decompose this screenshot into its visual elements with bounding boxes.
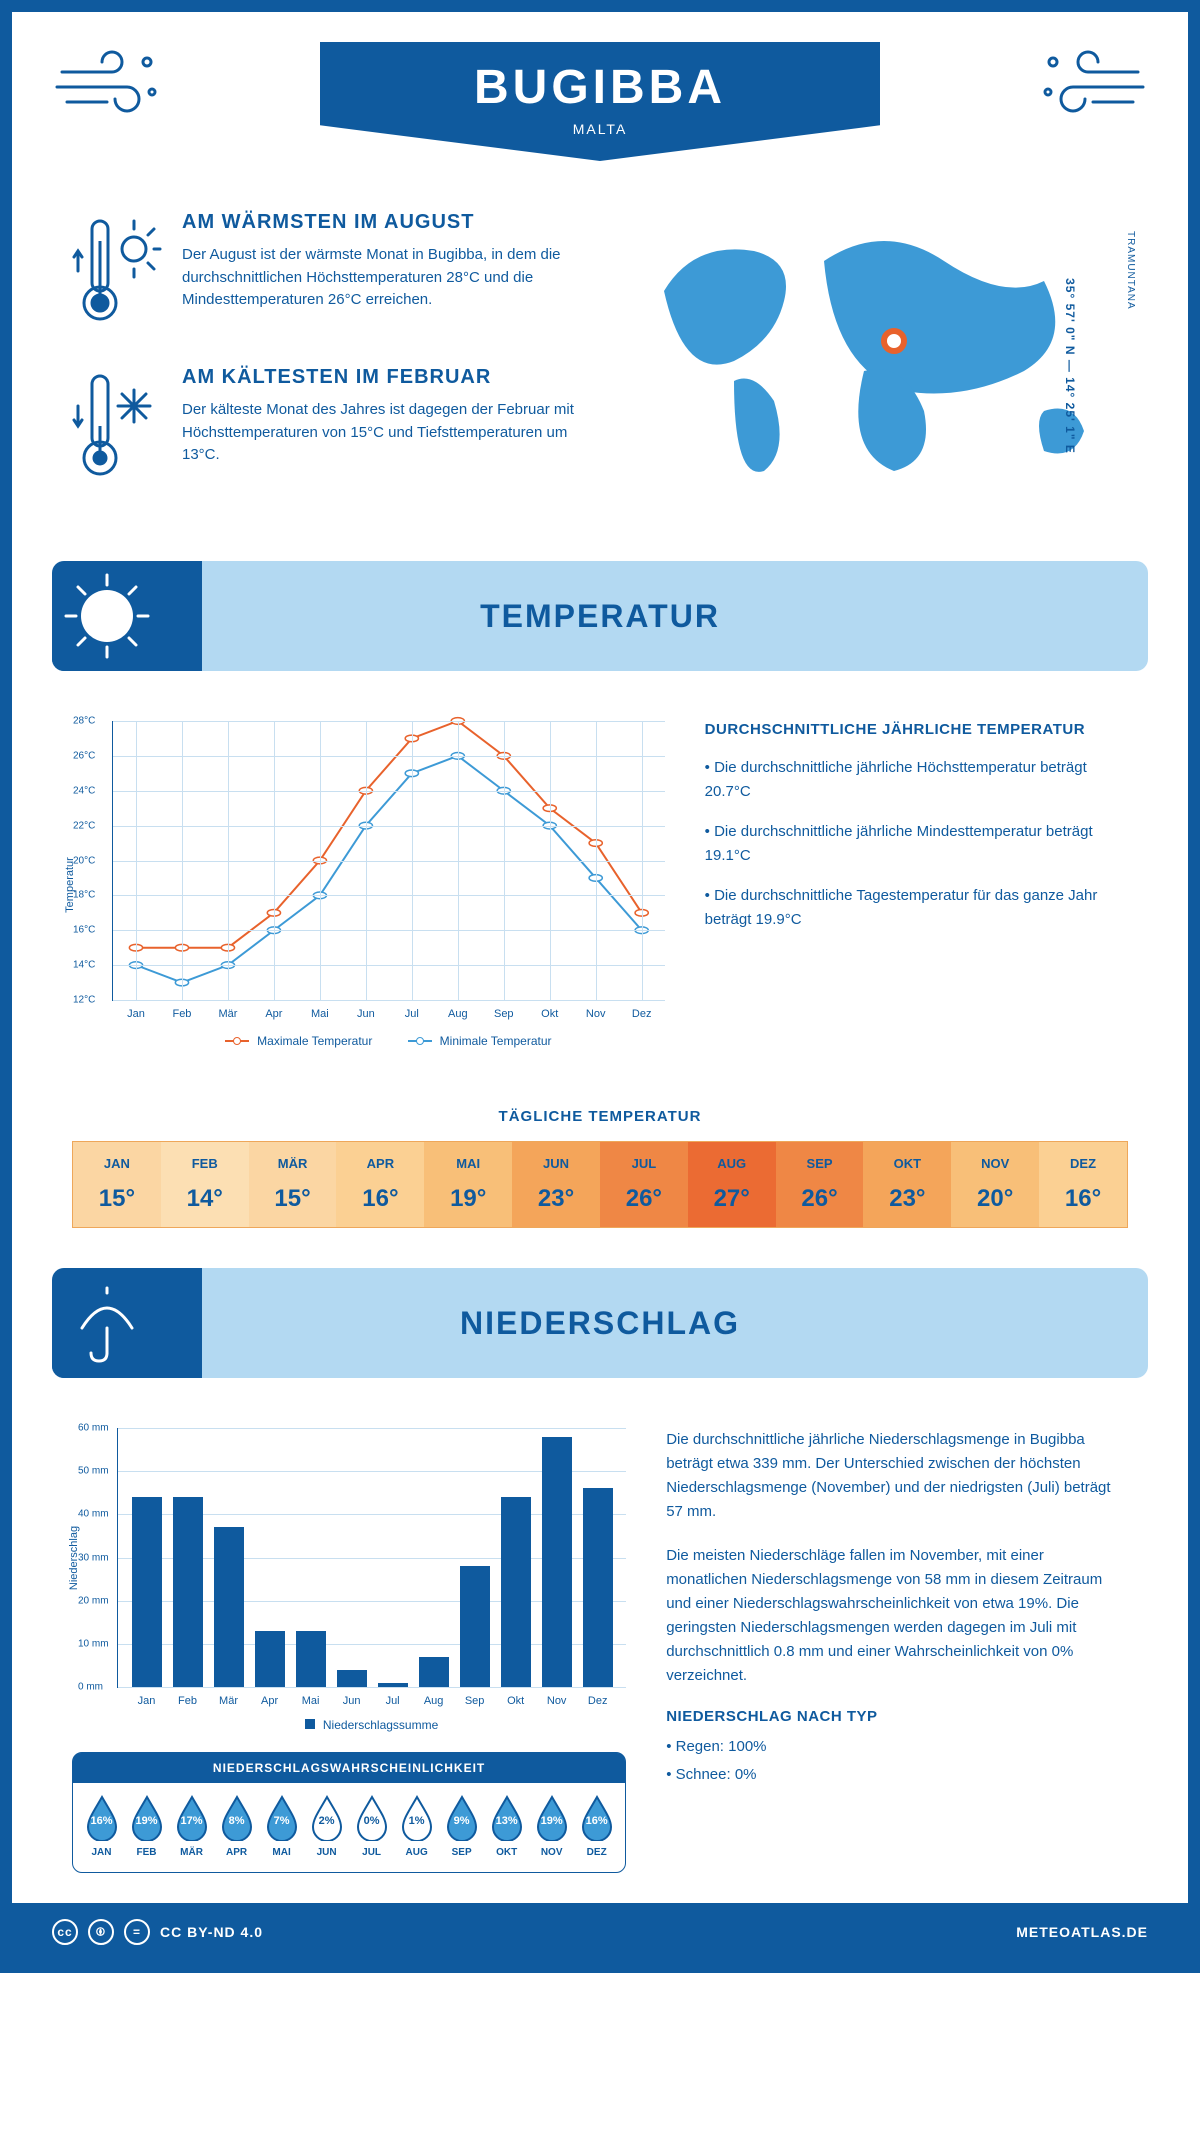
sun-icon (52, 561, 182, 671)
prob-drop: 13%OKT (484, 1795, 529, 1858)
precipitation-summary: Die durchschnittliche jährliche Niedersc… (666, 1428, 1128, 1873)
fact-warmest: AM WÄRMSTEN IM AUGUST Der August ist der… (72, 211, 580, 336)
prob-drop: 19%FEB (124, 1795, 169, 1858)
page-title: BUGIBBA (320, 60, 880, 115)
precip-bar: Apr (255, 1631, 285, 1687)
prob-drop: 17%MÄR (169, 1795, 214, 1858)
daily-temp-cell: OKT23° (863, 1142, 951, 1227)
daily-temp-cell: MAI19° (424, 1142, 512, 1227)
precip-bar: Dez (583, 1488, 613, 1687)
license-label: CC BY-ND 4.0 (160, 1924, 263, 1940)
daily-temp-title: TÄGLICHE TEMPERATUR (12, 1108, 1188, 1125)
chart-legend: Maximale Temperatur Minimale Temperatur (112, 1031, 665, 1048)
prob-drop: 8%APR (214, 1795, 259, 1858)
precipitation-body: Niederschlag 0 mm10 mm20 mm30 mm40 mm50 … (12, 1408, 1188, 1903)
map-column: TRAMUNTANA 35° 57' 0" N — 14° 25' 1" E (620, 211, 1128, 521)
prob-drop: 0%JUL (349, 1795, 394, 1858)
fact-text: Der kälteste Monat des Jahres ist dagege… (182, 399, 580, 467)
fact-title: AM KÄLTESTEN IM FEBRUAR (182, 366, 580, 389)
precip-text-2: Die meisten Niederschläge fallen im Nove… (666, 1544, 1128, 1688)
wind-icon (52, 42, 162, 127)
precip-bar: Mär (214, 1527, 244, 1687)
daily-temp-cell: NOV20° (951, 1142, 1039, 1227)
fact-coldest: AM KÄLTESTEN IM FEBRUAR Der kälteste Mon… (72, 366, 580, 491)
prob-drop: 19%NOV (529, 1795, 574, 1858)
precip-bar: Sep (460, 1566, 490, 1687)
title-banner: BUGIBBA MALTA (320, 42, 880, 161)
precip-bar: Okt (501, 1497, 531, 1687)
fact-content: AM KÄLTESTEN IM FEBRUAR Der kälteste Mon… (182, 366, 580, 491)
fact-content: AM WÄRMSTEN IM AUGUST Der August ist der… (182, 211, 580, 336)
daily-temp-cell: JUL26° (600, 1142, 688, 1227)
header: BUGIBBA MALTA (12, 12, 1188, 211)
daily-temp-cell: JAN15° (73, 1142, 161, 1227)
daily-temp-cell: AUG27° (688, 1142, 776, 1227)
world-map-icon (620, 211, 1128, 491)
daily-temp-cell: DEZ16° (1039, 1142, 1127, 1227)
precipitation-bar-chart: 0 mm10 mm20 mm30 mm40 mm50 mm60 mmJanFeb… (117, 1428, 626, 1688)
bar-chart-legend: Niederschlagssumme (117, 1718, 626, 1732)
precip-bar: Feb (173, 1497, 203, 1687)
summary-title: DURCHSCHNITTLICHE JÄHRLICHE TEMPERATUR (705, 721, 1128, 738)
prob-drop: 1%AUG (394, 1795, 439, 1858)
precipitation-probability-box: NIEDERSCHLAGSWAHRSCHEINLICHKEIT 16%JAN19… (72, 1752, 626, 1873)
precip-bar: Aug (419, 1657, 449, 1687)
precip-type-title: NIEDERSCHLAG NACH TYP (666, 1708, 1128, 1725)
prob-drop: 7%MAI (259, 1795, 304, 1858)
summary-bullet: • Die durchschnittliche jährliche Höchst… (705, 756, 1128, 804)
daily-temp-cell: SEP26° (776, 1142, 864, 1227)
coords-label: 35° 57' 0" N — 14° 25' 1" E (1063, 278, 1077, 454)
prob-drop: 16%DEZ (574, 1795, 619, 1858)
daily-temp-cell: APR16° (336, 1142, 424, 1227)
precip-bar: Nov (542, 1437, 572, 1687)
cc-icon: cc (52, 1919, 78, 1945)
facts-column: AM WÄRMSTEN IM AUGUST Der August ist der… (72, 211, 580, 521)
type-bullet: • Regen: 100% (666, 1735, 1128, 1759)
precip-bar: Jun (337, 1670, 367, 1687)
section-header-precipitation: NIEDERSCHLAG (52, 1268, 1148, 1378)
daily-temp-cell: JUN23° (512, 1142, 600, 1227)
site-label: METEOATLAS.DE (1016, 1924, 1148, 1940)
thermometer-snow-icon (72, 366, 162, 491)
fact-title: AM WÄRMSTEN IM AUGUST (182, 211, 580, 234)
precipitation-left: Niederschlag 0 mm10 mm20 mm30 mm40 mm50 … (72, 1428, 626, 1873)
by-icon: 🅯 (88, 1919, 114, 1945)
prob-drop: 2%JUN (304, 1795, 349, 1858)
summary-bullet: • Die durchschnittliche Tagestemperatur … (705, 884, 1128, 932)
daily-temp-cell: MÄR15° (249, 1142, 337, 1227)
wind-icon (1038, 42, 1148, 127)
umbrella-icon (52, 1268, 182, 1378)
page: BUGIBBA MALTA AM WÄRMSTEN IM AUGUST Der … (0, 0, 1200, 1973)
fact-text: Der August ist der wärmste Monat in Bugi… (182, 244, 580, 312)
type-bullet: • Schnee: 0% (666, 1763, 1128, 1787)
section-title: NIEDERSCHLAG (460, 1305, 740, 1342)
legend-max: Maximale Temperatur (257, 1034, 372, 1048)
thermometer-sun-icon (72, 211, 162, 336)
precip-text-1: Die durchschnittliche jährliche Niedersc… (666, 1428, 1128, 1524)
precip-bar: Mai (296, 1631, 326, 1687)
temperature-line-chart: Temperatur 12°C14°C16°C18°C20°C22°C24°C2… (72, 721, 665, 1048)
temperature-body: Temperatur 12°C14°C16°C18°C20°C22°C24°C2… (12, 701, 1188, 1078)
prob-drop: 16%JAN (79, 1795, 124, 1858)
legend-min: Minimale Temperatur (440, 1034, 552, 1048)
intro-row: AM WÄRMSTEN IM AUGUST Der August ist der… (12, 211, 1188, 561)
page-subtitle: MALTA (320, 121, 880, 137)
daily-temp-table: JAN15°FEB14°MÄR15°APR16°MAI19°JUN23°JUL2… (72, 1141, 1128, 1228)
nd-icon: = (124, 1919, 150, 1945)
prob-drop: 9%SEP (439, 1795, 484, 1858)
footer: cc 🅯 = CC BY-ND 4.0 METEOATLAS.DE (12, 1903, 1188, 1961)
summary-bullet: • Die durchschnittliche jährliche Mindes… (705, 820, 1128, 868)
section-header-temperature: TEMPERATUR (52, 561, 1148, 671)
temperature-summary: DURCHSCHNITTLICHE JÄHRLICHE TEMPERATUR •… (705, 721, 1128, 1048)
license-badges: cc 🅯 = CC BY-ND 4.0 (52, 1919, 263, 1945)
prob-title: NIEDERSCHLAGSWAHRSCHEINLICHKEIT (73, 1753, 625, 1783)
daily-temp-cell: FEB14° (161, 1142, 249, 1227)
precip-bar: Jan (132, 1497, 162, 1687)
label-tramuntana: TRAMUNTANA (1125, 231, 1136, 310)
section-title: TEMPERATUR (480, 598, 720, 635)
precip-bar: Jul (378, 1683, 408, 1687)
